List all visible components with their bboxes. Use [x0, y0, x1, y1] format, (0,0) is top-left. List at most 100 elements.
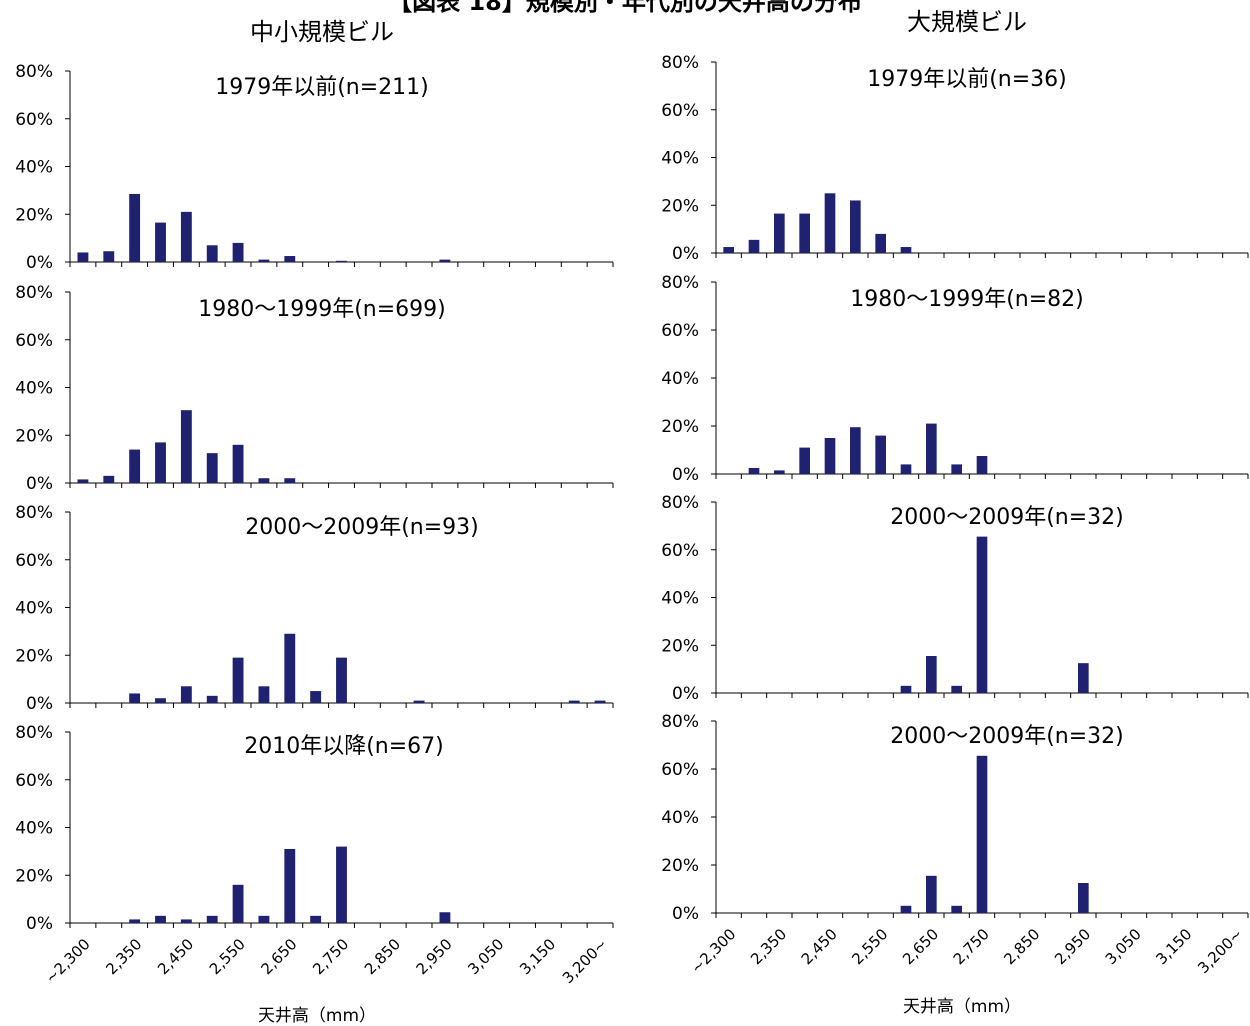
- x-tick-label: 2,450: [154, 935, 197, 978]
- y-tick-label: 40%: [661, 149, 699, 169]
- bar: [206, 453, 218, 483]
- bar: [284, 256, 296, 262]
- right-column-title: 大規模ビル: [907, 8, 1027, 36]
- bar: [180, 410, 192, 483]
- bar: [850, 200, 861, 253]
- y-tick-label: 0%: [672, 904, 699, 924]
- y-tick-label: 40%: [15, 379, 53, 399]
- x-tick-label: 2,350: [102, 935, 145, 978]
- y-tick-label: 0%: [26, 253, 53, 273]
- x-tick-label: 3,050: [464, 935, 507, 978]
- bar: [155, 698, 166, 703]
- x-tick-label: 2,850: [1000, 925, 1043, 968]
- bar: [232, 657, 244, 703]
- y-tick-label: 20%: [661, 856, 699, 876]
- y-tick-label: 0%: [26, 914, 53, 934]
- bar: [568, 700, 580, 703]
- panel-title: 1980～1999年(n=82): [850, 287, 1084, 312]
- bar: [1078, 883, 1089, 913]
- chart-panel-4: 0%20%40%60%80%2010年以降(n=67)~2,300 2,350 2,…: [15, 723, 614, 987]
- bar: [336, 846, 347, 923]
- bar: [1078, 663, 1089, 693]
- bar: [310, 915, 322, 923]
- bar: [824, 438, 836, 474]
- panel-title: 1980～1999年(n=699): [198, 297, 446, 322]
- chart-panel-6: 0% 20% 40% 60% 80% 1980～1999年(n=82): [661, 273, 1249, 485]
- bar: [155, 222, 166, 262]
- y-tick-label: 80%: [15, 283, 53, 303]
- panel-title: 2000～2009年(n=93): [245, 515, 479, 540]
- bar: [103, 475, 115, 483]
- y-tick-label: 40%: [661, 369, 699, 389]
- y-tick-label: 0%: [672, 684, 699, 704]
- bar: [206, 915, 218, 923]
- bar: [900, 685, 912, 693]
- bar: [900, 905, 912, 913]
- y-tick-label: 20%: [15, 646, 53, 666]
- bar: [180, 919, 192, 923]
- left-x-axis-label: 天井高（mm）: [257, 1006, 377, 1026]
- x-tick-label: 2,750: [309, 935, 352, 978]
- bar: [799, 447, 810, 474]
- x-tick-label: 2,950: [1051, 925, 1094, 968]
- x-tick-label: 2,650: [899, 925, 942, 968]
- bar: [976, 456, 988, 474]
- bar: [926, 423, 937, 474]
- chart-panel-7: 0% 20% 40% 60% 80% 2000～2009年(n=32): [661, 493, 1249, 704]
- y-tick-label: 60%: [661, 541, 699, 561]
- bar: [723, 247, 734, 253]
- right-x-axis-label: 天井高（mm）: [902, 997, 1022, 1017]
- bar: [232, 444, 244, 483]
- y-tick-label: 80%: [15, 503, 53, 523]
- bar: [439, 912, 451, 923]
- bar: [77, 479, 89, 483]
- y-tick-label: 60%: [15, 331, 53, 351]
- y-tick-label: 0%: [26, 474, 53, 494]
- bar: [900, 464, 912, 474]
- bar: [413, 700, 425, 703]
- panel-title: 2010年以降(n=67): [244, 734, 444, 759]
- y-tick-label: 20%: [661, 636, 699, 656]
- y-tick-label: 80%: [15, 62, 53, 82]
- bar: [180, 686, 192, 703]
- x-tick-label: 3,200~: [1194, 925, 1246, 977]
- x-tick-label: 3,150: [1152, 925, 1195, 968]
- x-tick-label: 3,150: [516, 935, 559, 978]
- y-tick-label: 20%: [15, 205, 53, 225]
- x-tick-label: 2,650: [258, 935, 301, 978]
- bar: [951, 685, 962, 693]
- bar: [258, 259, 270, 262]
- y-tick-label: 0%: [26, 694, 53, 714]
- bar: [748, 239, 760, 253]
- bar: [129, 693, 141, 703]
- y-tick-label: 80%: [15, 723, 53, 743]
- y-tick-label: 80%: [661, 493, 699, 513]
- bar: [774, 470, 785, 474]
- bar: [976, 755, 988, 913]
- y-tick-label: 40%: [15, 599, 53, 619]
- chart-panel-8: 0% 20% 40% 60% 80% 2000～2009年(n=32) ~2,300 2,35…: [661, 712, 1249, 977]
- y-tick-label: 60%: [15, 110, 53, 130]
- y-tick-label: 60%: [15, 551, 53, 571]
- bar: [951, 464, 962, 474]
- bar: [748, 468, 760, 474]
- x-tick-label: 2,850: [361, 935, 404, 978]
- bar: [232, 242, 244, 262]
- bar: [439, 259, 451, 262]
- bar: [258, 686, 270, 703]
- bar: [875, 435, 886, 474]
- bar: [258, 915, 270, 923]
- y-tick-label: 0%: [672, 465, 699, 485]
- bar: [926, 655, 937, 693]
- bar: [155, 442, 166, 483]
- chart-panel-1: 0% 20% 40% 60% 80% 1979年以前(n=211): [15, 62, 614, 273]
- bar: [180, 211, 192, 262]
- y-tick-label: 60%: [661, 101, 699, 121]
- y-tick-label: 20%: [15, 866, 53, 886]
- y-tick-label: 0%: [672, 244, 699, 264]
- chart-panel-3: 0% 20% 40% 60% 80% 2000～2009年(n=93): [15, 503, 614, 714]
- panel-title: 1979年以前(n=36): [867, 67, 1067, 92]
- bar: [976, 536, 988, 693]
- x-tick-label: 2,550: [848, 925, 891, 968]
